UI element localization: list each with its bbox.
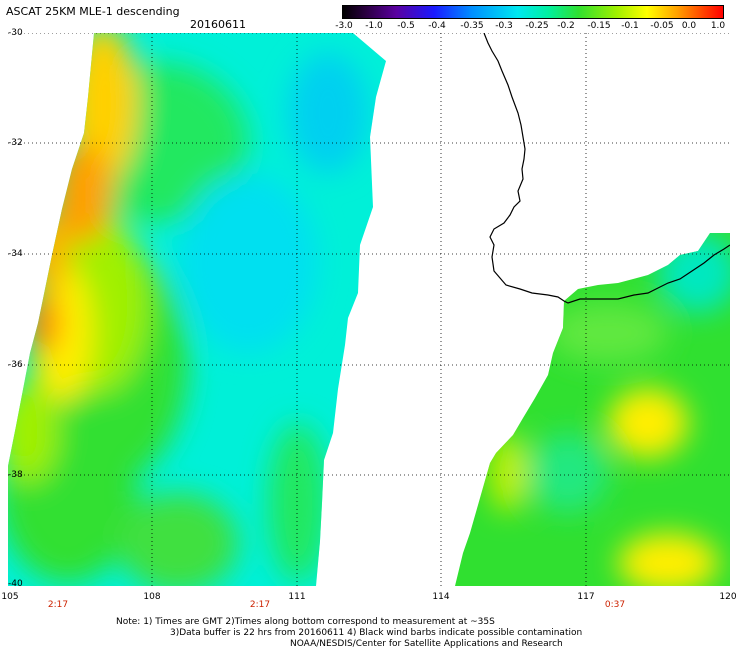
coastline [483, 33, 730, 304]
map-date: 20160611 [190, 18, 246, 31]
lon-label: 117 [577, 592, 595, 602]
pass-time: 2:17 [47, 600, 69, 610]
western-swath [8, 33, 386, 586]
colorbar-label: -0.15 [587, 21, 611, 31]
lat-label: -30 [8, 28, 23, 38]
colorbar [342, 5, 724, 19]
lat-label: -34 [8, 249, 23, 259]
colorbar-label: -0.35 [460, 21, 484, 31]
note-line-1: Note: 1) Times are GMT 2)Times along bot… [116, 617, 495, 627]
colorbar-label: -0.5 [397, 21, 415, 31]
swath-map [8, 33, 730, 586]
lon-label: 120 [719, 592, 737, 602]
lat-label: -36 [8, 360, 23, 370]
colorbar-label: -0.1 [621, 21, 639, 31]
colorbar-label: -3.0 [335, 21, 353, 31]
colorbar-label: 1.0 [710, 21, 726, 31]
lat-label: -38 [8, 470, 23, 480]
lat-label: -32 [8, 138, 23, 148]
map-title: ASCAT 25KM MLE-1 descending [6, 5, 180, 18]
pass-time: 2:17 [249, 600, 271, 610]
lat-label: -40 [8, 579, 23, 589]
lon-label: 114 [432, 592, 450, 602]
colorbar-label: -0.05 [650, 21, 674, 31]
colorbar-label: -0.25 [525, 21, 549, 31]
colorbar-label: -0.3 [495, 21, 513, 31]
lon-label: 105 [1, 592, 19, 602]
colorbar-label: 0.0 [681, 21, 697, 31]
note-line-3: NOAA/NESDIS/Center for Satellite Applica… [290, 639, 563, 649]
colorbar-label: -1.0 [365, 21, 383, 31]
colorbar-label: -0.4 [428, 21, 446, 31]
graticule [8, 33, 730, 586]
eastern-swath [455, 233, 730, 586]
pass-time: 0:37 [604, 600, 626, 610]
colorbar-label: -0.2 [557, 21, 575, 31]
lon-label: 108 [143, 592, 161, 602]
note-line-2: 3)Data buffer is 22 hrs from 20160611 4)… [170, 628, 583, 638]
lon-label: 111 [288, 592, 306, 602]
